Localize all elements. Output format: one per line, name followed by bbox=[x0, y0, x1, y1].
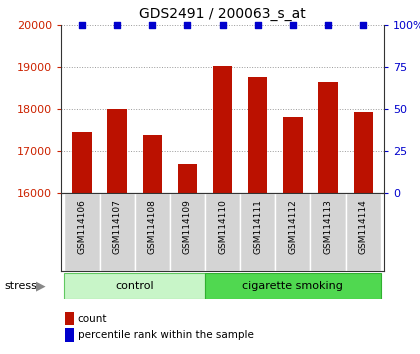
Bar bbox=[135, 193, 170, 271]
Bar bbox=[108, 109, 127, 193]
Bar bbox=[248, 77, 268, 193]
Text: percentile rank within the sample: percentile rank within the sample bbox=[78, 330, 254, 340]
Text: GSM114112: GSM114112 bbox=[289, 199, 297, 254]
Bar bbox=[283, 117, 302, 193]
Point bbox=[360, 22, 367, 28]
Text: GSM114113: GSM114113 bbox=[323, 199, 333, 254]
Bar bbox=[72, 132, 92, 193]
Text: GSM114110: GSM114110 bbox=[218, 199, 227, 254]
Text: GSM114107: GSM114107 bbox=[113, 199, 122, 254]
Point bbox=[255, 22, 261, 28]
Text: GSM114111: GSM114111 bbox=[253, 199, 262, 254]
Bar bbox=[310, 193, 346, 271]
Bar bbox=[276, 193, 310, 271]
Text: GSM114109: GSM114109 bbox=[183, 199, 192, 254]
Bar bbox=[64, 273, 205, 299]
Bar bbox=[240, 193, 276, 271]
Bar bbox=[213, 66, 232, 193]
Bar bbox=[100, 193, 135, 271]
Bar bbox=[143, 135, 162, 193]
Point bbox=[289, 22, 296, 28]
Bar bbox=[178, 164, 197, 193]
Bar bbox=[170, 193, 205, 271]
Bar bbox=[205, 193, 240, 271]
Bar bbox=[346, 193, 381, 271]
Text: control: control bbox=[116, 281, 154, 291]
Text: stress: stress bbox=[4, 281, 37, 291]
Text: count: count bbox=[78, 314, 107, 324]
Point bbox=[149, 22, 156, 28]
Bar bbox=[318, 82, 338, 193]
Point bbox=[184, 22, 191, 28]
Bar bbox=[354, 112, 373, 193]
Point bbox=[114, 22, 121, 28]
Bar bbox=[64, 193, 100, 271]
Text: GSM114106: GSM114106 bbox=[78, 199, 87, 254]
Point bbox=[325, 22, 331, 28]
Point bbox=[219, 22, 226, 28]
Text: GSM114108: GSM114108 bbox=[148, 199, 157, 254]
Text: cigarette smoking: cigarette smoking bbox=[242, 281, 343, 291]
Bar bbox=[205, 273, 381, 299]
Text: ▶: ▶ bbox=[36, 279, 45, 292]
Title: GDS2491 / 200063_s_at: GDS2491 / 200063_s_at bbox=[139, 7, 306, 21]
Point bbox=[79, 22, 85, 28]
Text: GSM114114: GSM114114 bbox=[359, 199, 368, 254]
